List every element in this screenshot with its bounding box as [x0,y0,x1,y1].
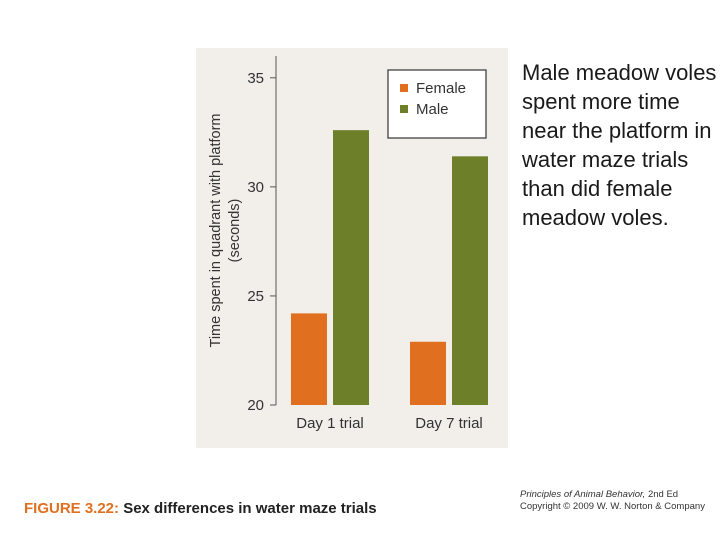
legend-swatch [400,105,408,113]
y-tick-label: 20 [247,397,264,414]
copyright-notice: Copyright © 2009 W. W. Norton & Company [520,501,705,512]
x-category-label: Day 1 trial [296,415,364,432]
figure-caption: FIGURE 3.22: Sex differences in water ma… [24,500,377,517]
book-title: Principles of Animal Behavior, [520,489,646,500]
bar-female-2 [410,341,446,405]
y-tick-label: 30 [247,179,264,196]
bar-male-2 [452,156,488,405]
legend-label: Female [416,80,466,97]
figure-number: FIGURE 3.22: [24,500,120,517]
book-edition: 2nd Ed [647,489,679,500]
x-category-label: Day 7 trial [415,415,483,432]
bar-male-1 [333,130,369,405]
y-tick-label: 35 [247,70,264,87]
y-tick-label: 25 [247,288,264,305]
slide-description: Male meadow voles spent more time near t… [522,60,717,230]
legend-swatch [400,84,408,92]
bar-chart: 20 25 30 35 Time spent in quadrant with plat… [208,56,488,432]
legend-box [387,69,487,139]
chart-panel: 20 25 30 35 Time spent in quadrant with plat… [196,48,508,448]
bar-female-1 [291,313,327,405]
figure-caption-text: Sex differences in water maze trials [123,500,377,517]
y-axis-title: Time spent in quadrant with platform (sec… [208,114,243,348]
publisher-credit: Principles of Animal Behavior, 2nd Ed Co… [520,489,716,513]
legend-label: Male [416,101,449,118]
